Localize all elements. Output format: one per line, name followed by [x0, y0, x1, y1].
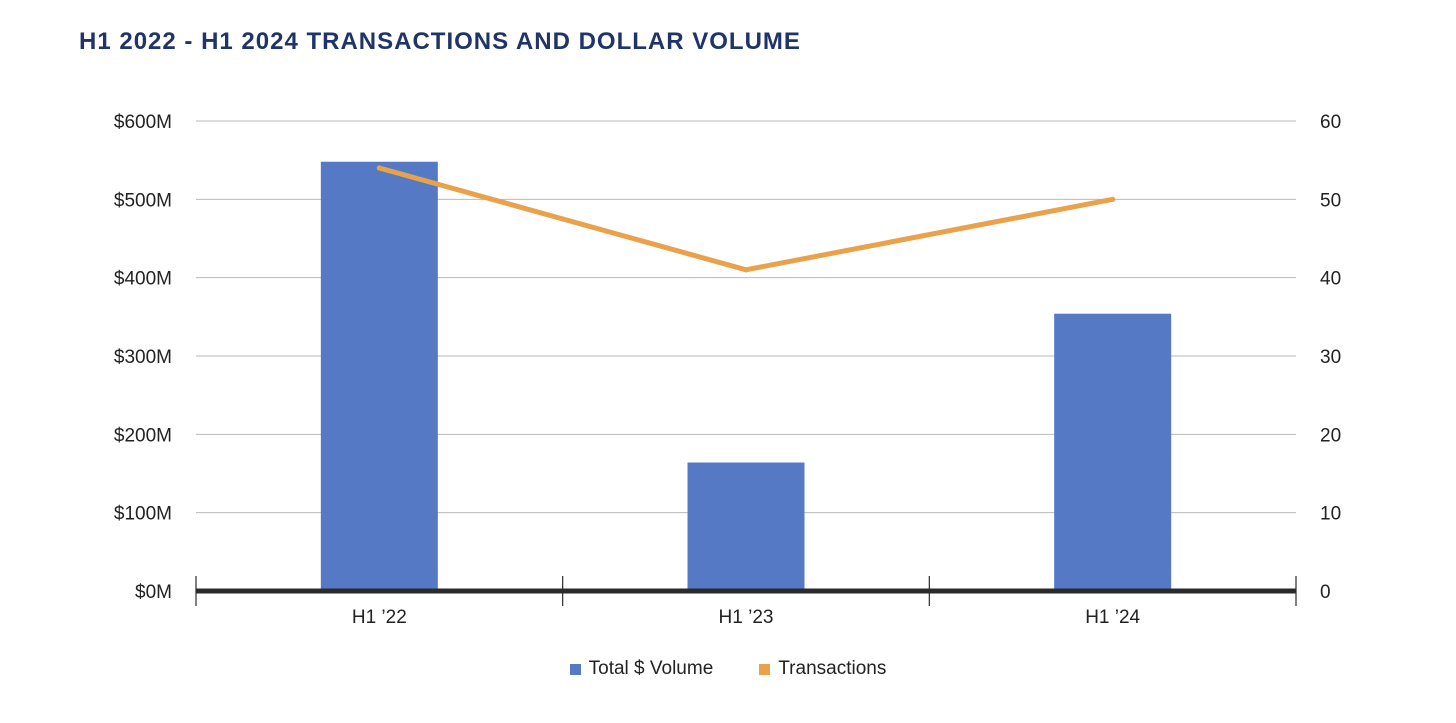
- y-left-tick-label: $500M: [114, 190, 172, 211]
- y-right-tick-label: 50: [1320, 190, 1341, 211]
- x-axis: [195, 576, 1297, 606]
- line-series: [376, 165, 1116, 273]
- y-axis-right: 0 10 20 30 40 50 60: [1320, 112, 1341, 603]
- y-left-tick-label: $600M: [114, 112, 172, 133]
- bar: [320, 161, 438, 591]
- line-point: [1110, 196, 1116, 202]
- x-tick-label: H1 ’23: [719, 607, 774, 628]
- line-point: [743, 267, 749, 273]
- y-right-tick-label: 30: [1320, 347, 1341, 368]
- y-left-tick-label: $200M: [114, 425, 172, 446]
- chart-title: H1 2022 - H1 2024 TRANSACTIONS AND DOLLA…: [79, 28, 801, 55]
- y-left-tick-label: $400M: [114, 269, 172, 290]
- y-left-tick-label: $300M: [114, 347, 172, 368]
- legend-label-volume: Total $ Volume: [588, 658, 714, 679]
- y-right-tick-label: 10: [1320, 504, 1341, 525]
- x-axis-labels: H1 ’22 H1 ’23 H1 ’24: [352, 607, 1141, 628]
- y-left-tick-label: $0M: [135, 582, 172, 603]
- bar: [1054, 313, 1172, 591]
- legend-item-transactions: Transactions: [759, 658, 886, 680]
- y-right-tick-label: 40: [1320, 269, 1341, 290]
- legend-item-volume: Total $ Volume: [569, 658, 714, 680]
- line-point: [376, 165, 382, 171]
- y-right-tick-label: 0: [1320, 582, 1331, 603]
- y-axis-left: $0M $100M $200M $300M $400M $500M $600M: [114, 112, 172, 603]
- y-right-tick-label: 60: [1320, 112, 1341, 133]
- y-left-tick-label: $100M: [114, 504, 172, 525]
- legend: Total $ Volume Transactions: [0, 658, 1456, 680]
- bar: [687, 462, 805, 591]
- legend-swatch-volume: [569, 663, 581, 675]
- x-tick-label: H1 ’24: [1085, 607, 1140, 628]
- transactions-line: [376, 165, 1116, 273]
- legend-label-transactions: Transactions: [778, 658, 887, 679]
- y-right-tick-label: 20: [1320, 425, 1341, 446]
- bar-series: [320, 161, 1172, 591]
- x-tick-label: H1 ’22: [352, 607, 407, 628]
- legend-swatch-transactions: [759, 663, 771, 675]
